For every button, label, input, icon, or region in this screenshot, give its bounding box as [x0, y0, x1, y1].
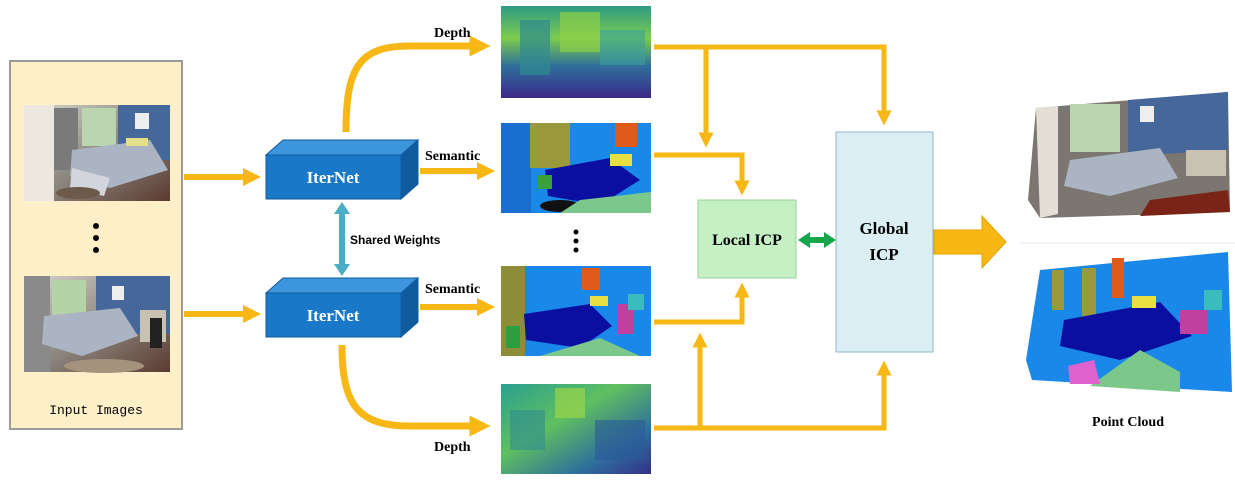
iternet-block-bottom: IterNet [264, 276, 420, 339]
local-icp-box: Local ICP [697, 199, 797, 279]
global-icp-label-line1: Global [859, 219, 908, 238]
semantic-map-top [501, 123, 651, 213]
arrow-semantic-bottom-to-local [654, 282, 750, 325]
iternet-block-top: IterNet [264, 138, 420, 201]
more-images-ellipsis [93, 223, 99, 253]
shared-weights-label: Shared Weights [350, 233, 441, 247]
input-image-bottom [24, 276, 170, 373]
depth-top-label: Depth [434, 26, 471, 41]
global-icp-label-line2: ICP [869, 245, 898, 264]
arrow-depth-bottom-to-global [654, 360, 892, 431]
input-image-top [24, 105, 170, 201]
depth-bottom-label: Depth [434, 440, 471, 455]
input-images-caption: Input Images [49, 403, 143, 418]
arrow-iternet-top-to-depth [342, 35, 491, 133]
pointcloud-semantic [1026, 252, 1232, 392]
pointcloud-caption: Point Cloud [1092, 415, 1164, 430]
shared-weights-arrow [334, 202, 350, 276]
arrow-semantic-top-to-local [654, 152, 750, 196]
iternet-bottom-label: IterNet [307, 306, 360, 325]
depth-map-bottom [501, 384, 651, 474]
more-outputs-ellipsis [573, 229, 579, 253]
iternet-top-label: IterNet [307, 168, 360, 187]
arrow-global-to-pointcloud [933, 214, 1007, 270]
semantic-top-label: Semantic [425, 149, 480, 164]
input-images-panel: Input Images [9, 60, 183, 430]
arrow-depth-top-to-global [654, 44, 892, 126]
pointcloud-rgb [1028, 92, 1230, 218]
semantic-map-bottom [501, 266, 651, 356]
arrow-iternet-bottom-to-depth [338, 344, 491, 437]
local-icp-label: Local ICP [712, 232, 782, 249]
global-icp-box: Global ICP [835, 131, 934, 353]
depth-map-top [501, 6, 651, 98]
local-global-double-arrow [798, 232, 836, 248]
semantic-bottom-label: Semantic [425, 282, 480, 297]
